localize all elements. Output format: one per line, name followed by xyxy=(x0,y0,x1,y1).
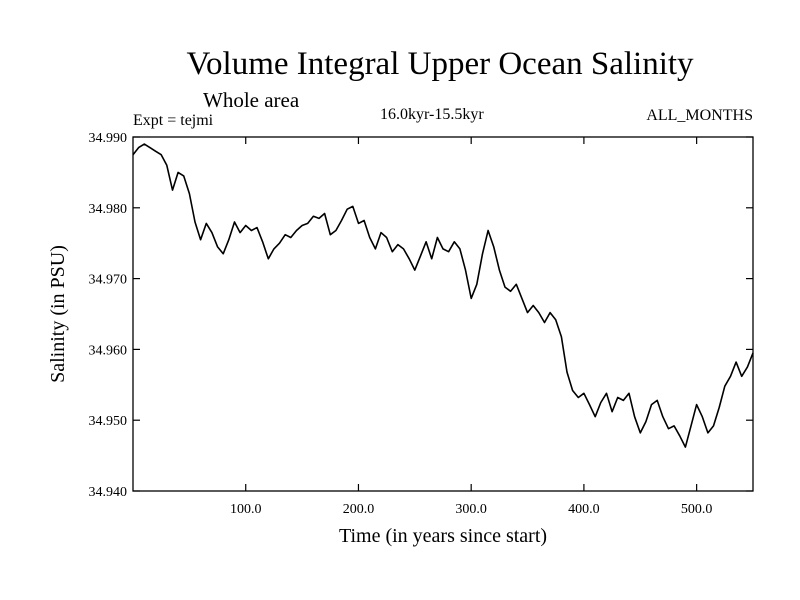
x-tick-label-1: 200.0 xyxy=(343,502,375,517)
chart-subtitle: Whole area xyxy=(203,88,300,112)
y-tick-label-4: 34.980 xyxy=(89,202,128,217)
y-tick-label-1: 34.950 xyxy=(89,414,128,429)
x-axis-title: Time (in years since start) xyxy=(339,525,547,547)
y-tick-label-2: 34.960 xyxy=(89,343,128,358)
y-axis-title: Salinity (in PSU) xyxy=(47,245,69,383)
plot-frame xyxy=(132,136,754,492)
axis-ticks xyxy=(133,136,753,492)
tick-labels: 100.0 200.0 300.0 400.0 500.0 34.940 34.950 34.… xyxy=(89,131,713,517)
x-tick-label-2: 300.0 xyxy=(455,502,487,517)
y-tick-label-3: 34.970 xyxy=(89,273,128,288)
y-tick-label-5: 34.990 xyxy=(89,131,128,146)
x-tick-label-4: 500.0 xyxy=(681,502,713,517)
y-tick-label-0: 34.940 xyxy=(89,485,128,500)
experiment-label: Expt = tejmi xyxy=(133,112,214,129)
period-label: 16.0kyr-15.5kyr xyxy=(380,106,484,123)
months-label: ALL_MONTHS xyxy=(646,107,753,124)
x-tick-label-0: 100.0 xyxy=(230,502,262,517)
x-tick-label-3: 400.0 xyxy=(568,502,600,517)
salinity-series-line xyxy=(132,143,754,448)
chart-title: Volume Integral Upper Ocean Salinity xyxy=(186,46,694,82)
